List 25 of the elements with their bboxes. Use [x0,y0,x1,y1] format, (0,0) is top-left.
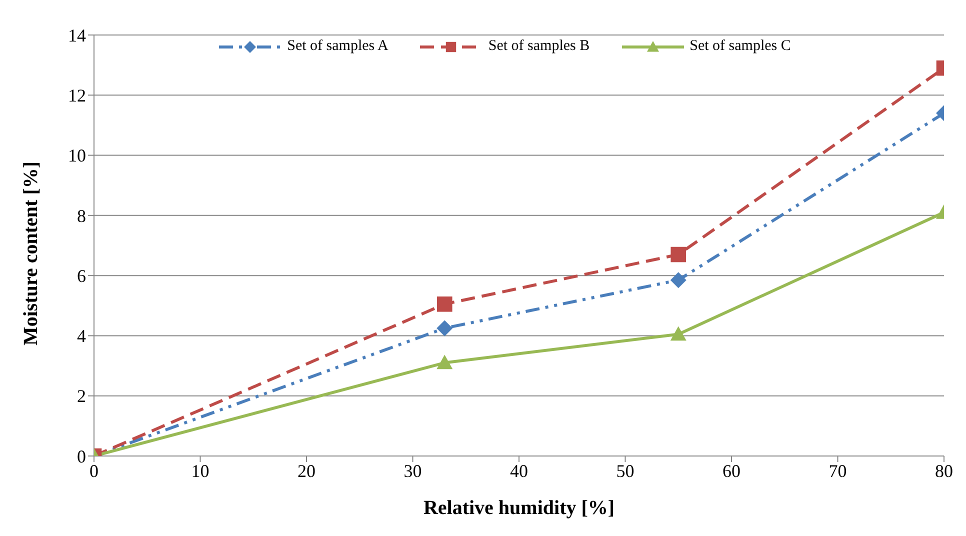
x-tick-label: 10 [191,460,210,481]
point [436,296,452,312]
x-tick-label: 30 [404,460,422,481]
x-tick-label: 70 [828,460,847,481]
x-axis-title: Relative humidity [%] [423,497,615,519]
x-tick-label: 0 [90,460,98,481]
x-tick-label: 20 [298,460,316,481]
point [436,354,453,370]
y-tick-label: 12 [68,86,86,106]
legend-label: Set of samples C [690,38,791,55]
x-tick-label: 80 [935,460,953,481]
legend-label: Set of samples A [287,38,388,55]
y-tick-label: 4 [77,326,86,346]
y-tick-label: 0 [77,446,86,466]
x-tick-label: 40 [510,460,528,481]
y-tick-label: 6 [77,266,86,286]
y-tick-label: 8 [77,206,86,226]
x-tick-label: 60 [722,460,740,481]
y-tick-label: 2 [77,386,86,406]
x-tick-label: 50 [616,460,634,481]
legend-label: Set of samples B [488,38,590,55]
y-axis-title: Moisture content [%] [20,161,42,346]
point [436,320,453,336]
y-tick-label: 14 [68,25,86,46]
y-tick-label: 10 [68,146,86,166]
